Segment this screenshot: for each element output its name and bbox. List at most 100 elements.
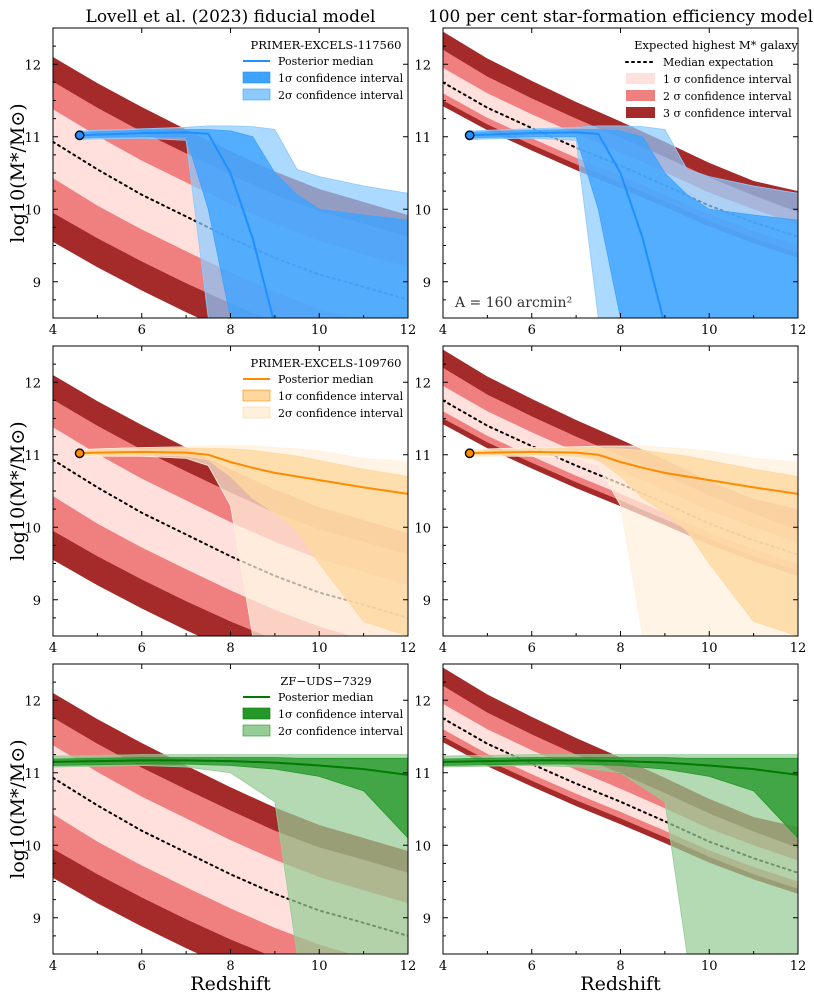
x-tick-label: 6 (528, 641, 536, 656)
legend-label: 2σ confidence interval (278, 725, 404, 738)
panel-0-1: 4 6 8 10 12 9 10 11 12 Expected highest M* galaxy… (414, 27, 807, 338)
panel-0-0: 4 6 8 10 12 9 10 11 12 PRIMER-EXCELS-117560 Poster… (24, 27, 417, 338)
posterior-median-line (443, 759, 798, 776)
posterior-1sigma-band (469, 129, 798, 318)
legend-label: 2 σ confidence interval (663, 90, 792, 103)
legend-label: Posterior median (278, 373, 373, 386)
legend-label: 1 σ confidence interval (663, 73, 792, 86)
y-tick-label: 10 (24, 839, 41, 854)
x-tick-label: 6 (528, 323, 536, 338)
y-tick-label: 12 (414, 376, 431, 391)
posterior-1sigma-band (53, 757, 408, 839)
x-tick-label: 12 (790, 959, 807, 974)
plot-area (53, 57, 408, 318)
legend-swatch (626, 107, 655, 118)
x-tick-label: 4 (439, 959, 447, 974)
legend-label: Posterior median (278, 55, 373, 68)
posterior-median-line (79, 131, 275, 318)
x-tick-label: 4 (49, 641, 57, 656)
legend-label: Median expectation (663, 56, 774, 69)
y-tick-label: 10 (414, 203, 431, 218)
x-tick-label: 8 (226, 641, 234, 656)
y-tick-label: 9 (423, 276, 431, 291)
x-tick-label: 12 (790, 641, 807, 656)
area-annotation: A = 160 arcmin² (454, 295, 572, 311)
y-axis-label: log10(M*/M⊙) (7, 739, 29, 878)
legend-label: 2σ confidence interval (278, 407, 404, 420)
posterior-median-line (469, 450, 798, 495)
plot-area (443, 667, 798, 954)
galaxy-legend: PRIMER-EXCELS-117560 Posterior median 1σ c… (242, 38, 404, 102)
y-axis-label: log10(M*/M⊙) (7, 103, 29, 242)
x-tick-label: 6 (138, 323, 146, 338)
y-tick-label: 12 (24, 58, 41, 73)
y-tick-label: 12 (24, 376, 41, 391)
legend-title: PRIMER-EXCELS-109760 (251, 356, 402, 370)
column-title: 100 per cent star-formation efficiency m… (428, 7, 813, 27)
x-tick-label: 12 (400, 641, 417, 656)
legend-label: 1σ confidence interval (278, 72, 404, 85)
y-tick-label: 10 (24, 521, 41, 536)
y-tick-label: 11 (414, 131, 431, 146)
x-tick-label: 4 (49, 959, 57, 974)
y-tick-label: 10 (414, 839, 431, 854)
legend-label: 1σ confidence interval (278, 390, 404, 403)
galaxy-marker (74, 130, 85, 141)
x-tick-label: 10 (701, 641, 718, 656)
x-axis-label: Redshift (580, 973, 661, 995)
y-axis-label: log10(M*/M⊙) (7, 421, 29, 560)
legend-label: Posterior median (278, 691, 373, 704)
panel-2-1: 4 6 8 10 12 9 10 11 12 (414, 663, 807, 974)
plot-area (53, 693, 408, 954)
posterior-2sigma-band (443, 754, 798, 954)
posterior-median-line (79, 450, 408, 495)
y-tick-label: 11 (24, 449, 41, 464)
legend-swatch (242, 71, 271, 84)
galaxy-legend: ZF−UDS−7329 Posterior median 1σ confidence… (242, 674, 404, 738)
panel-1-1: 4 6 8 10 12 9 10 11 12 (414, 345, 807, 656)
x-tick-label: 6 (138, 959, 146, 974)
x-axis-label: Redshift (190, 973, 271, 995)
legend-swatch (242, 724, 271, 737)
posterior-2sigma-band (53, 754, 408, 954)
legend-swatch (242, 88, 271, 101)
y-tick-label: 9 (423, 594, 431, 609)
y-tick-label: 11 (414, 767, 431, 782)
x-tick-label: 4 (439, 323, 447, 338)
x-tick-label: 12 (400, 959, 417, 974)
x-tick-label: 8 (616, 323, 624, 338)
y-tick-label: 9 (33, 594, 41, 609)
column-titles: Lovell et al. (2023) fiducial model 100 p… (86, 7, 814, 27)
legend-swatch (626, 73, 655, 84)
x-tick-label: 8 (226, 959, 234, 974)
legend-label: 1σ confidence interval (278, 708, 404, 721)
legend-label: 2σ confidence interval (278, 89, 404, 102)
posterior-median-line (469, 131, 665, 318)
legend-label: 3 σ confidence interval (663, 107, 792, 120)
y-tick-label: 10 (24, 203, 41, 218)
model-legend: Expected highest M* galaxy Median expecta… (625, 38, 798, 120)
posterior-1sigma-band (79, 129, 408, 318)
posterior-median-line (53, 759, 408, 776)
panels: 4 6 8 10 12 9 10 11 12 PRIMER-EXCELS-117560 Poster… (24, 27, 807, 974)
legend-swatch (242, 707, 271, 720)
x-tick-label: 10 (311, 959, 328, 974)
plot-area (443, 349, 798, 636)
x-tick-label: 8 (616, 641, 624, 656)
x-tick-label: 10 (311, 323, 328, 338)
x-tick-label: 8 (226, 323, 234, 338)
legend-swatch (242, 389, 271, 402)
column-title: Lovell et al. (2023) fiducial model (86, 7, 376, 27)
plot-area (53, 375, 408, 636)
y-tick-label: 12 (24, 694, 41, 709)
x-tick-label: 12 (400, 323, 417, 338)
x-tick-label: 10 (701, 323, 718, 338)
posterior-1sigma-band (79, 447, 408, 636)
x-tick-label: 12 (790, 323, 807, 338)
galaxy-marker (74, 448, 85, 459)
posterior-1sigma-band (443, 757, 798, 839)
legend-title: ZF−UDS−7329 (280, 674, 371, 688)
galaxy-marker (464, 448, 475, 459)
x-tick-label: 4 (49, 323, 57, 338)
